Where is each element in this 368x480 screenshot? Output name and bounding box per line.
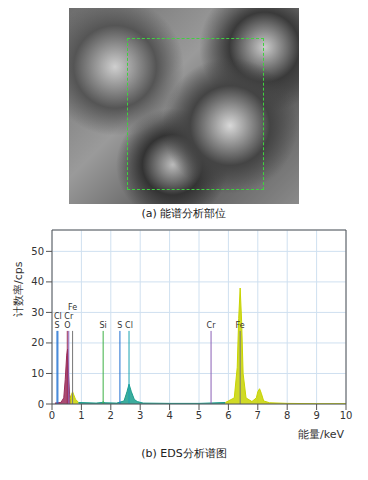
- html-text:(a) 能谱分析部位: (a) 能谱分析部位: [141, 207, 227, 220]
- svg-text:20: 20: [31, 337, 44, 348]
- svg-text:Fe: Fe: [68, 303, 77, 312]
- svg-text:Fe: Fe: [236, 321, 245, 330]
- svg-text:Cl: Cl: [54, 312, 62, 321]
- svg-text:0: 0: [38, 399, 44, 410]
- svg-text:S: S: [54, 321, 59, 330]
- svg-text:Cr: Cr: [64, 312, 74, 321]
- svg-text:40: 40: [31, 276, 44, 287]
- svg-text:能量/keV: 能量/keV: [298, 428, 344, 441]
- svg-text:7: 7: [255, 410, 261, 421]
- svg-text:S: S: [117, 321, 122, 330]
- svg-text:计数率/cps: 计数率/cps: [12, 261, 25, 317]
- svg-text:10: 10: [340, 410, 353, 421]
- svg-text:9: 9: [313, 410, 319, 421]
- svg-text:Cr: Cr: [207, 321, 217, 330]
- svg-text:Si: Si: [99, 321, 106, 330]
- svg-text:5: 5: [196, 410, 202, 421]
- svg-text:2: 2: [108, 410, 114, 421]
- svg-text:O: O: [64, 321, 70, 330]
- svg-text:3: 3: [137, 410, 143, 421]
- svg-text:6: 6: [225, 410, 231, 421]
- svg-text:0: 0: [49, 410, 55, 421]
- svg-text:Cl: Cl: [125, 321, 133, 330]
- svg-text:10: 10: [31, 368, 44, 379]
- svg-text:50: 50: [31, 246, 44, 257]
- svg-text:30: 30: [31, 307, 44, 318]
- svg-text:1: 1: [78, 410, 84, 421]
- html-text:(b) EDS分析谱图: (b) EDS分析谱图: [141, 447, 227, 460]
- svg-text:4: 4: [166, 410, 172, 421]
- svg-text:8: 8: [284, 410, 290, 421]
